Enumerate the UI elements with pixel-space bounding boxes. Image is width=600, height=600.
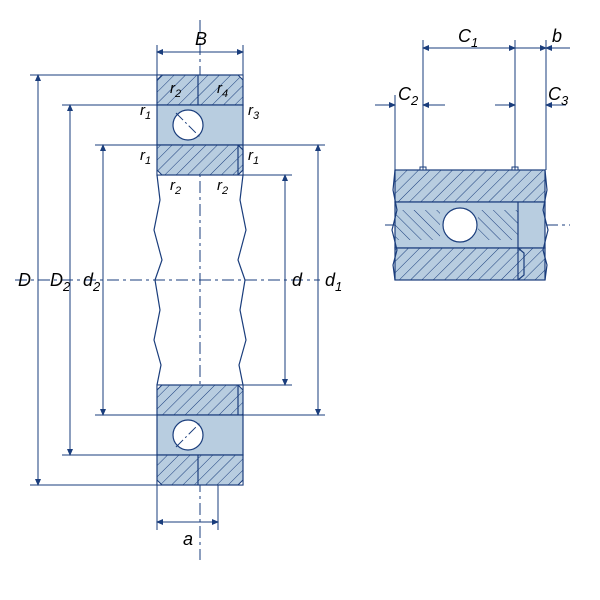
label-r1-bl: r1 [140,147,151,167]
main-section: B a D D2 d2 d d1 r2 r4 r1 r3 [15,20,342,560]
label-B: B [195,29,207,49]
label-D: D [18,270,31,290]
label-r2-br: r2 [217,177,228,197]
label-r1-br: r1 [248,147,259,167]
bearing-svg: B a D D2 d2 d d1 r2 r4 r1 r3 [0,0,600,600]
label-d1: d1 [325,270,342,294]
label-d: d [292,270,303,290]
label-r2-bl: r2 [170,177,181,197]
label-r3: r3 [248,102,260,122]
bottom-bearing-section [157,385,243,485]
label-C3: C3 [548,84,569,108]
label-C2: C2 [398,84,419,108]
label-b: b [552,26,562,46]
right-section: C1 b C2 C3 [375,26,570,280]
label-a: a [183,529,193,549]
label-D2: D2 [50,270,71,294]
label-C1: C1 [458,26,478,50]
label-d2: d2 [83,270,101,294]
diagram-container: B a D D2 d2 d d1 r2 r4 r1 r3 [0,0,600,600]
